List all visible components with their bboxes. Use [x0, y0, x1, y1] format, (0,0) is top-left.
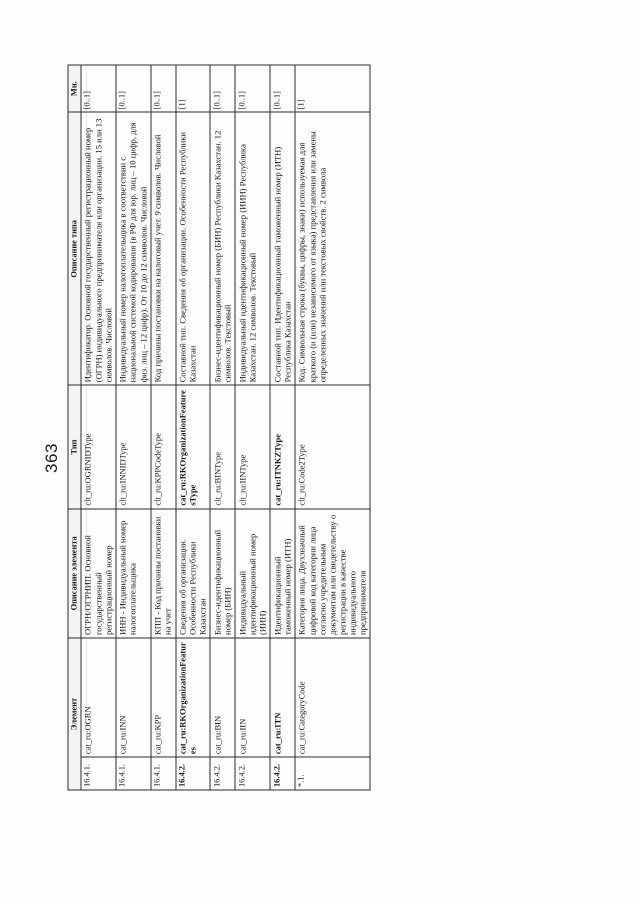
element-name: cat_ru:CategoryCode [294, 637, 371, 757]
column-header-type: Тип [68, 384, 81, 509]
element-multiplicity: [0..1] [115, 64, 151, 112]
table-row: 16.4.2. cat_ru:IIN Индивидуальный идентифи… [235, 64, 271, 790]
type-description: Составной тип. Идентификационный таможен… [270, 111, 295, 385]
table-row: *.1. cat_ru:CategoryCode Категория лица. Д… [294, 64, 371, 790]
element-description: Категория лица. Двухзначный цифровой код… [294, 508, 371, 638]
element-name: cat_ru:KPP [150, 637, 176, 757]
element-description: Бизнес-идентификационный номер (БИН) [210, 508, 236, 638]
column-header-type-description: Описание типа [68, 111, 81, 385]
element-description: ИНН - Индивидуальный номер налогоплатель… [115, 508, 151, 638]
table-row: 16.4.1. cat_ru:OGRN ОГРН/ОГРНИП. Основной … [80, 64, 116, 790]
spec-table-container: Элемент Описание элемента Тип Описание т… [68, 64, 573, 790]
type-description: Индивидуальный номер налогоплательщика в… [115, 111, 151, 385]
element-type: clt_ru:INNIDType [115, 384, 151, 509]
element-multiplicity: [1] [175, 64, 211, 112]
type-description: Индивидуальный идентификационный номер (… [235, 111, 271, 385]
element-type: clt_ru:BINType [210, 384, 236, 509]
table-header-row: Элемент Описание элемента Тип Описание т… [68, 64, 81, 790]
element-multiplicity: [0..1] [210, 64, 236, 112]
column-header-element: Элемент [68, 637, 81, 790]
type-description: Код причины постановки на налоговый учет… [150, 111, 176, 385]
element-type: clt_ru:IINType [235, 384, 271, 509]
type-description: Код. Символьная строка (буквы, цифры, зн… [294, 111, 371, 385]
element-type: cat_ru:ITNKZType [270, 384, 295, 509]
type-description: Составной тип. Сведения об организации. … [175, 111, 211, 385]
element-description: Сведения об организации. Особенности Рес… [175, 508, 211, 638]
element-type: cat_ru:RKOrganizationFeaturesType [175, 384, 211, 509]
element-name: cat_ru:INN [115, 637, 151, 757]
table-row: 16.4.2. cat_ru:BIN Бизнес-идентификационны… [210, 64, 236, 790]
element-description: Индивидуальный идентификационный номер (… [235, 508, 271, 638]
row-number: 16.4.2. [175, 756, 211, 790]
element-specification-table: Элемент Описание элемента Тип Описание т… [68, 64, 371, 790]
element-name: cat_ru:BIN [210, 637, 236, 757]
table-row: 16.4.2. cat_ru:RKOrganizationFeatures Свед… [175, 64, 211, 790]
row-number: 16.4.1. [115, 756, 151, 790]
element-multiplicity: [0..1] [270, 64, 295, 112]
type-description: Бизнес-идентификационный номер (БИН) Рес… [210, 111, 236, 385]
table-body: 16.4.1. cat_ru:OGRN ОГРН/ОГРНИП. Основной … [80, 64, 371, 790]
element-name: cat_ru:OGRN [80, 637, 116, 757]
element-description: ОГРН/ОГРНИП. Основной государственный ре… [80, 508, 116, 638]
element-multiplicity: [0..1] [80, 64, 116, 112]
element-type: clt_ru:KPPCodeType [150, 384, 176, 509]
element-type: clt_ru:Code2Type [294, 384, 371, 509]
element-name: cat_ru:ITN [270, 637, 295, 757]
row-number: 16.4.1. [150, 756, 176, 790]
element-multiplicity: [1] [294, 64, 371, 112]
table-row: 16.4.1. cat_ru:KPP КПП - Код причины поста… [150, 64, 176, 790]
element-description: Идентификационный таможенный номер (ИТН) [270, 508, 295, 638]
element-name: cat_ru:IIN [235, 637, 271, 757]
type-description: Идентификатор. Основной государственный … [80, 111, 116, 385]
row-number: 16.4.2. [235, 756, 271, 790]
table-header: Элемент Описание элемента Тип Описание т… [68, 64, 81, 790]
element-multiplicity: [0..1] [150, 64, 176, 112]
element-multiplicity: [0..1] [235, 64, 271, 112]
row-number: *.1. [294, 756, 371, 790]
element-type: clt_ru:OGRNIDType [80, 384, 116, 509]
table-row: 16.4.2. cat_ru:ITN Идентификационный тамож… [270, 64, 295, 790]
column-header-element-description: Описание элемента [68, 508, 81, 638]
element-name: cat_ru:RKOrganizationFeatures [175, 637, 211, 757]
row-number: 16.4.2. [270, 756, 295, 790]
row-number: 16.4.2. [210, 756, 236, 790]
element-description: КПП - Код причины постановки на учет [150, 508, 176, 638]
row-number: 16.4.1. [80, 756, 116, 790]
column-header-multiplicity: Мн. [68, 64, 81, 112]
table-row: 16.4.1. cat_ru:INN ИНН - Индивидуальный но… [115, 64, 151, 790]
